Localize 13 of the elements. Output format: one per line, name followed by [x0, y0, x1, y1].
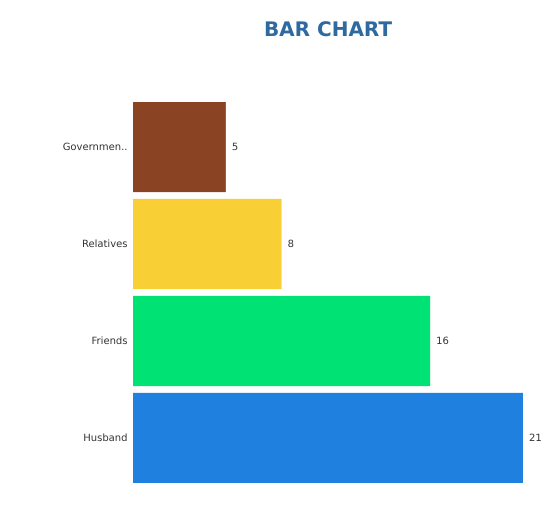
data-label: 21 — [529, 432, 542, 444]
bar — [133, 392, 523, 484]
y-tick-label: Governmen.. — [62, 142, 128, 154]
bar — [133, 296, 430, 386]
y-tick-label: Relatives — [82, 239, 128, 250]
y-tick-label: Friends — [92, 336, 128, 347]
data-label: 5 — [232, 142, 238, 154]
bar — [133, 102, 226, 192]
data-label: 16 — [436, 336, 449, 347]
data-label: 8 — [288, 239, 294, 250]
bar — [133, 198, 282, 290]
y-tick-label: Husband — [83, 432, 128, 444]
chart-title: BAR CHART — [264, 17, 392, 41]
